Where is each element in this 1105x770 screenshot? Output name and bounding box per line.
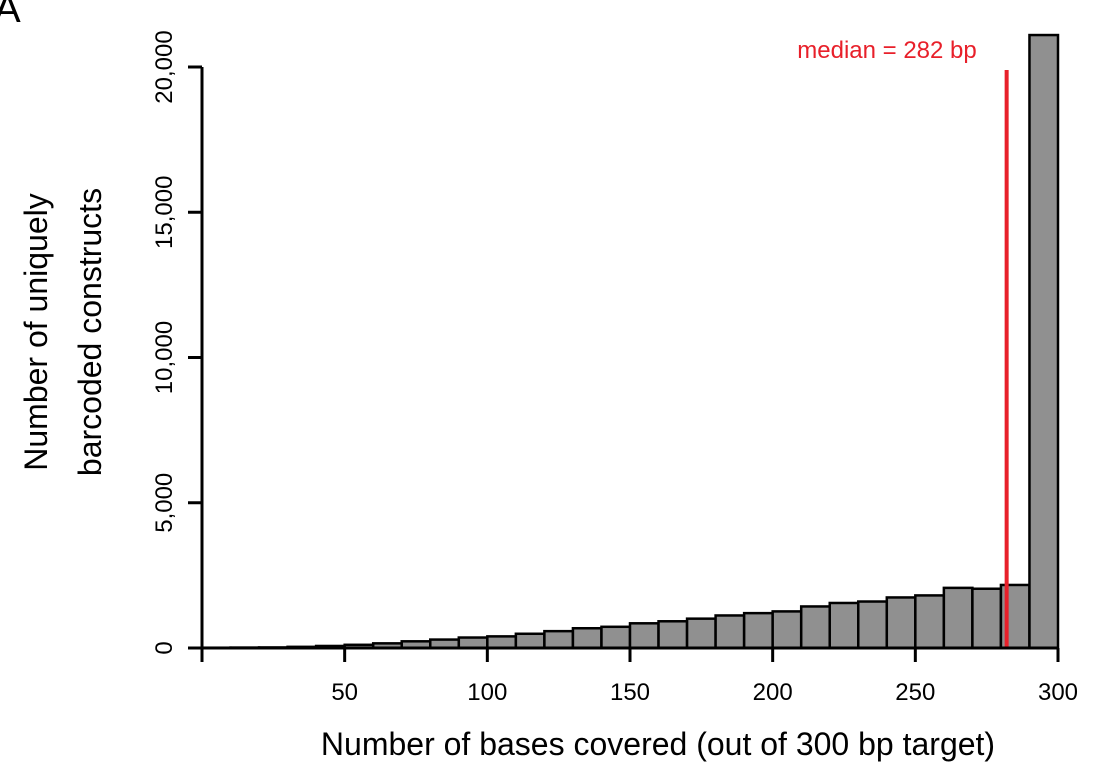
histogram-bar-9	[457, 636, 489, 650]
histogram-bar-17	[685, 617, 717, 650]
x-tick-label-50: 50	[331, 679, 358, 706]
histogram-bar-23	[857, 600, 889, 650]
x-tick-label-100: 100	[467, 679, 507, 706]
histogram-bar-16	[657, 620, 689, 650]
y-axis-title-line-1: Number of uniquely	[18, 193, 54, 470]
histogram-bar-29	[1028, 33, 1060, 650]
x-tick-label-250: 250	[895, 679, 935, 706]
y-tick-label-0: 0	[151, 641, 178, 654]
x-tick-label-200: 200	[753, 679, 793, 706]
histogram-bar-15	[628, 622, 660, 650]
histogram-bar-22	[828, 601, 860, 650]
x-axis-title: Number of bases covered (out of 300 bp t…	[321, 726, 995, 762]
histogram-bar-25	[914, 594, 946, 650]
histogram-bar-27	[971, 587, 1003, 650]
histogram-bars	[200, 33, 1060, 650]
panel-letter: A	[0, 0, 21, 31]
histogram-bar-13	[571, 626, 603, 650]
y-tick-label-5000: 5,000	[151, 473, 178, 533]
y-axis: 0 5,000 10,000 15,000 20,000	[151, 30, 204, 655]
histogram-bar-21	[799, 605, 831, 650]
histogram-bar-18	[714, 614, 746, 650]
histogram-bar-11	[514, 632, 546, 650]
y-axis-title-line-2: barcoded constructs	[72, 188, 108, 476]
y-tick-label-15000: 15,000	[151, 176, 178, 249]
y-tick-label-10000: 10,000	[151, 321, 178, 394]
histogram-bar-19	[742, 611, 774, 650]
median-label: median = 282 bp	[797, 37, 976, 64]
histogram-bar-24	[885, 596, 917, 650]
y-tick-label-20000: 20,000	[151, 30, 178, 103]
histogram-bar-14	[600, 625, 632, 650]
histogram-bar-10	[486, 635, 518, 650]
x-tick-label-300: 300	[1038, 679, 1078, 706]
median-marker: median = 282 bp	[797, 37, 1009, 648]
x-tick-label-150: 150	[610, 679, 650, 706]
histogram-bar-20	[771, 610, 803, 650]
histogram-bar-12	[543, 629, 575, 650]
x-axis: 50 100 150 200 250 300	[200, 646, 1078, 706]
histogram-bar-26	[942, 586, 974, 650]
